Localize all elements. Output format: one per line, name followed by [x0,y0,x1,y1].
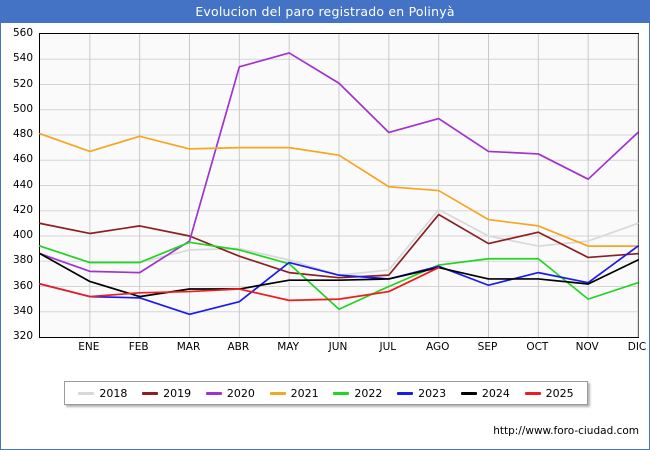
x-axis-tick: ABR [227,341,250,353]
x-axis-tick: DIC [627,341,647,353]
series-line-2020 [39,52,639,274]
y-axis-tick: 320 [12,330,33,342]
chart-legend: 2018 2019 2020 2021 2022 2023 2024 2025 [64,381,588,405]
page-title: Evolucion del paro registrado en Polinyà [195,4,455,19]
legend-item-2020[interactable]: 2020 [205,386,255,400]
x-axis-tick: FEB [128,341,149,353]
y-axis-tick: 520 [12,77,33,90]
x-axis-tick: JUN [328,341,348,353]
legend-label: 2020 [226,386,255,400]
grid-lines [40,34,639,337]
x-axis-tick: OCT [526,341,549,353]
legend-swatch-icon [269,391,286,395]
legend-item-2018[interactable]: 2018 [78,387,127,400]
series-line-2019 [39,213,639,279]
legend-label: 2019 [163,386,192,400]
series-line-2025 [39,266,440,302]
series-line-2018 [39,208,639,276]
y-axis-tick: 360 [12,279,33,292]
x-axis-labels: ENE FEB MAR ABR MAY JUN JUL AGO SEP OCT NOV DIC [39,341,646,357]
legend-swatch-icon [142,391,159,395]
y-axis-labels: 320 340 360 380 400 420 440 460 480 500 520 540 560 [1,27,37,342]
legend-swatch-icon [333,391,350,395]
series-line-2023 [39,245,639,316]
x-axis-tick: AGO [425,341,450,353]
x-axis-tick: ENE [78,341,100,353]
x-axis-tick: JUL [379,341,397,353]
legend-label: 2023 [418,386,447,400]
y-axis-tick: 500 [12,102,33,115]
window-title-bar: Evolucion del paro registrado en Polinyà [1,1,649,23]
legend-item-2025[interactable]: 2025 [524,386,574,400]
legend-swatch-icon [460,391,477,395]
legend-swatch-icon [78,391,95,395]
y-axis-tick: 340 [12,304,33,317]
series-lines [39,52,639,316]
source-url: http://www.foro-ciudad.com [493,425,639,437]
y-axis-tick: 480 [12,128,33,140]
legend-swatch-icon [205,391,222,395]
y-axis-tick: 420 [12,203,33,216]
series-line-2021 [39,132,639,247]
y-axis-tick: 540 [12,52,33,65]
y-axis-tick: 460 [12,153,33,166]
legend-item-2022[interactable]: 2022 [333,387,382,400]
series-line-2024 [39,252,639,298]
legend-label: 2025 [545,386,574,400]
x-axis-tick: SEP [477,341,498,353]
legend-item-2023[interactable]: 2023 [397,387,446,400]
y-axis-tick: 440 [12,178,33,191]
y-axis-tick: 560 [12,27,33,39]
legend-swatch-icon [397,391,414,395]
y-axis-tick: 380 [12,254,33,267]
legend-label: 2018 [99,386,128,400]
y-axis-tick: 400 [12,229,33,241]
legend-label: 2024 [481,386,510,400]
x-axis-tick: MAY [277,341,300,353]
x-axis-tick: NOV [575,341,599,353]
legend-label: 2021 [290,386,319,400]
series-line-2022 [39,241,639,311]
legend-item-2019[interactable]: 2019 [142,387,191,400]
x-axis-tick: MAR [176,341,201,353]
legend-swatch-icon [524,391,541,395]
plot-area [39,33,639,338]
legend-item-2024[interactable]: 2024 [460,386,510,400]
legend-item-2021[interactable]: 2021 [269,386,319,400]
legend-label: 2022 [354,386,383,400]
